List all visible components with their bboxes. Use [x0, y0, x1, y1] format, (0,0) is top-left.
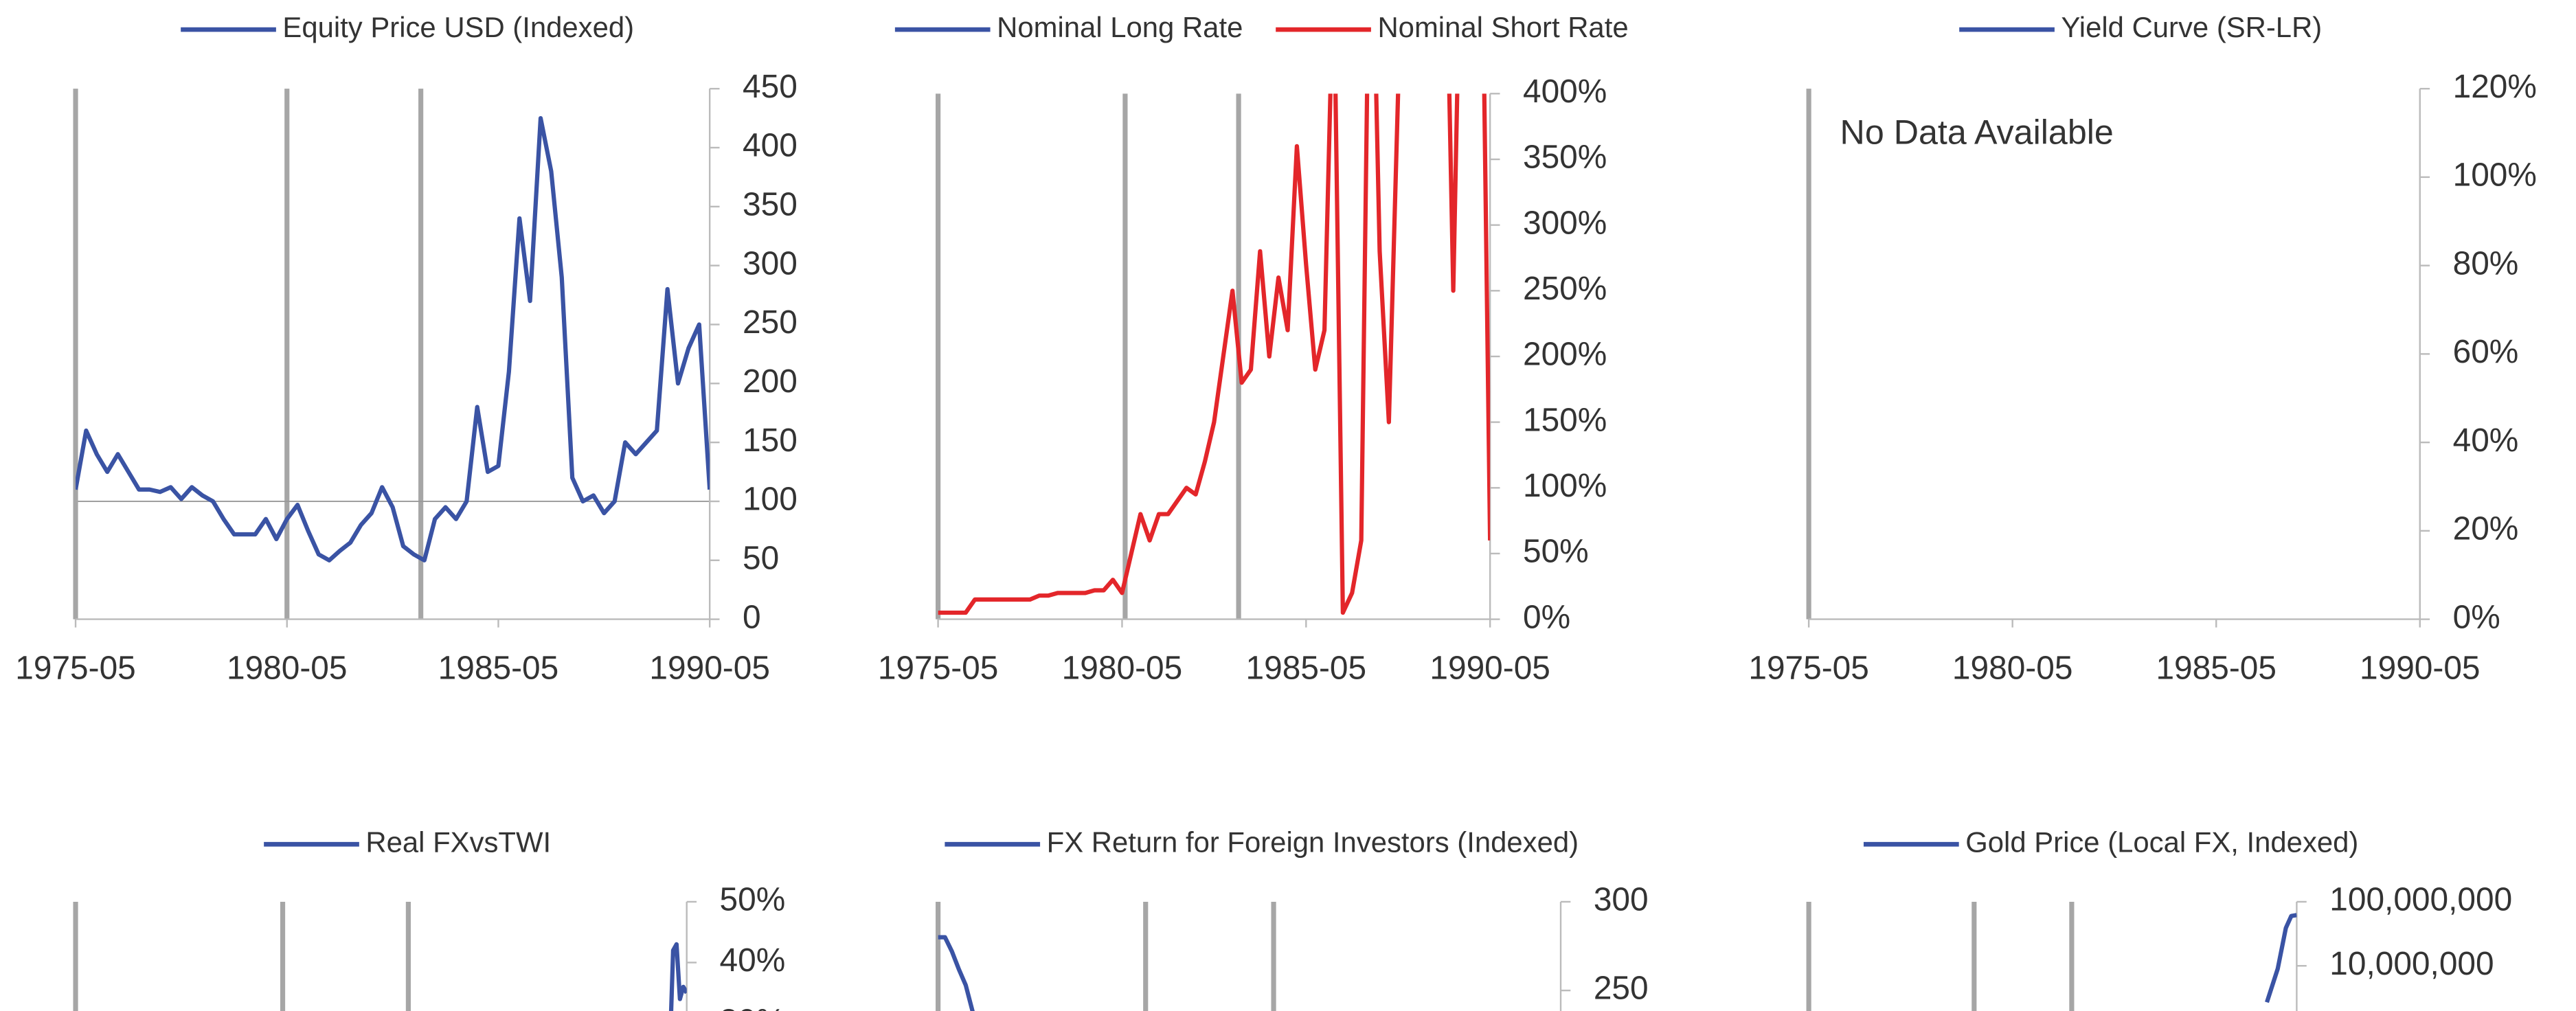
- y-tick-label: 450: [743, 69, 798, 105]
- chart: 1101001,00010,000100,0001,000,00010,000,…: [1806, 826, 2512, 1011]
- series-line: [938, 935, 975, 1011]
- y-tick-label: 300%: [1523, 205, 1607, 241]
- legend: Yield Curve (SR-LR): [1959, 11, 2322, 43]
- y-tick-label: 0%: [1523, 599, 1570, 635]
- y-tick-label: 1,000,000: [2329, 1010, 2476, 1011]
- y-tick-label: 150%: [1523, 402, 1607, 438]
- y-tick-label: 10,000,000: [2329, 946, 2494, 982]
- legend: Real FXvsTWI: [264, 826, 551, 858]
- y-tick-label: 100%: [1523, 468, 1607, 504]
- series-line: [76, 115, 710, 563]
- y-tick-label: 100: [743, 481, 798, 518]
- x-tick-label: 1975-05: [15, 650, 136, 686]
- y-tick-label: 0%: [2453, 599, 2500, 635]
- chart: -40%-30%-20%-10%0%10%20%30%40%50%Real FX…: [73, 826, 786, 1011]
- chart: 0 50 100 150 200 250 300 350 400 450 1975-05 1980-0…: [15, 11, 798, 686]
- legend-label: FX Return for Foreign Investors (Indexed…: [1047, 826, 1579, 858]
- y-tick-label: 400: [743, 128, 798, 164]
- chart: 0% 20% 40% 60% 80% 100% 120% 1975-05 1980-05 1985…: [1748, 11, 2537, 686]
- legend: Nominal Long Rate Nominal Short Rate: [894, 11, 1629, 43]
- series-line: [938, 93, 1491, 615]
- legend-label: Nominal Long Rate: [997, 11, 1243, 43]
- x-tick-label: 1985-05: [2156, 650, 2276, 686]
- x-tick-label: 1985-05: [438, 650, 559, 686]
- y-tick-label: 100,000,000: [2329, 882, 2512, 918]
- x-tick-label: 1980-05: [227, 650, 348, 686]
- legend-label: Yield Curve (SR-LR): [2061, 11, 2322, 43]
- x-tick-label: 1975-05: [878, 650, 999, 686]
- y-tick-label: 250%: [1523, 271, 1607, 307]
- x-tick-label: 1990-05: [2360, 650, 2481, 686]
- x-tick-label: 1985-05: [1246, 650, 1367, 686]
- annotation: No Data Available: [1840, 113, 2114, 151]
- legend: Gold Price (Local FX, Indexed): [1863, 826, 2358, 858]
- y-tick-label: 60%: [2453, 334, 2519, 370]
- y-tick-label: 250: [1594, 970, 1649, 1007]
- y-tick-label: 200%: [1523, 337, 1607, 373]
- y-tick-label: 50: [743, 540, 779, 576]
- x-tick-label: 1980-05: [1952, 650, 2073, 686]
- y-tick-label: 50%: [720, 882, 786, 918]
- series-line: [668, 942, 687, 1011]
- x-tick-label: 1990-05: [649, 650, 770, 686]
- y-tick-label: 300: [1594, 882, 1649, 918]
- y-tick-label: 50%: [1523, 534, 1589, 570]
- legend: FX Return for Foreign Investors (Indexed…: [945, 826, 1579, 858]
- legend: Equity Price USD (Indexed): [181, 11, 634, 43]
- y-tick-label: 40%: [720, 942, 786, 979]
- y-tick-label: 200: [743, 363, 798, 400]
- y-tick-label: 400%: [1523, 73, 1607, 110]
- x-tick-label: 1990-05: [1430, 650, 1550, 686]
- chart: 0% 50% 100% 150% 200% 250% 300% 350% 400% 1975-05…: [878, 11, 1629, 686]
- y-tick-label: 40%: [2453, 422, 2519, 459]
- y-tick-label: 100%: [2453, 157, 2537, 194]
- legend-label: Real FXvsTWI: [365, 826, 551, 858]
- y-tick-label: 20%: [2453, 511, 2519, 547]
- y-tick-label: 80%: [2453, 245, 2519, 282]
- y-tick-label: 30%: [720, 1003, 786, 1011]
- y-tick-label: 150: [743, 422, 798, 459]
- chart: 050100150200250300FX Return for Foreign …: [936, 826, 1649, 1011]
- y-tick-label: 350%: [1523, 139, 1607, 176]
- legend-label: Gold Price (Local FX, Indexed): [1965, 826, 2358, 858]
- series-line: [2265, 913, 2297, 1003]
- y-tick-label: 250: [743, 304, 798, 341]
- x-tick-label: 1980-05: [1062, 650, 1183, 686]
- y-tick-label: 120%: [2453, 69, 2537, 105]
- legend-label: Nominal Short Rate: [1377, 11, 1628, 43]
- y-tick-label: 0: [743, 599, 761, 635]
- y-tick-label: 350: [743, 186, 798, 223]
- y-tick-label: 300: [743, 245, 798, 282]
- legend-label: Equity Price USD (Indexed): [282, 11, 634, 43]
- x-tick-label: 1975-05: [1748, 650, 1869, 686]
